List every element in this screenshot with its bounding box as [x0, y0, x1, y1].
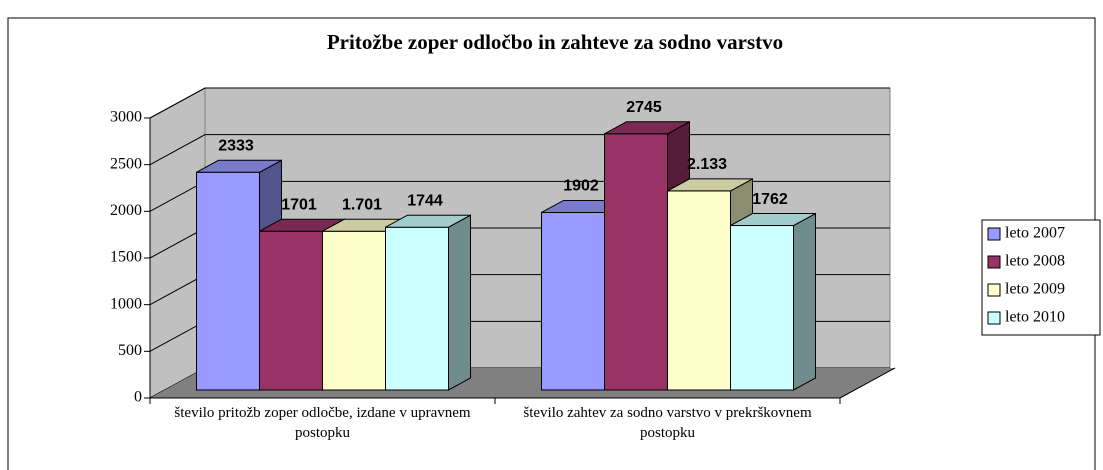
y-tick-label: 1500 [110, 249, 142, 266]
bar-front [730, 225, 794, 391]
legend-label: leto 2008 [1005, 253, 1065, 270]
x-tick-label-box: število pritožb zoper odločbe, izdane v … [174, 405, 471, 441]
bar-side [448, 214, 471, 391]
data-label: 2333 [218, 137, 254, 154]
x-tick-label-box: število zahtev za sodno varstvo v prekrš… [523, 405, 812, 441]
legend-swatch [987, 283, 1001, 297]
bar-top [196, 159, 282, 173]
bar-front [196, 171, 260, 391]
x-axis-depth [839, 367, 896, 399]
y-tick-label: 0 [134, 389, 142, 406]
data-label: 1701 [281, 196, 317, 213]
legend-swatch [987, 255, 1001, 269]
bar-front [385, 226, 449, 391]
x-tick-label: število pritožb zoper odločbe, izdane v … [174, 405, 471, 441]
y-tick-label: 3000 [110, 109, 142, 126]
bar-front [667, 190, 731, 391]
y-tick-label: 2500 [110, 155, 142, 172]
legend-label: leto 2007 [1005, 225, 1065, 242]
x-tick-label: število zahtev za sodno varstvo v prekrš… [523, 405, 812, 441]
data-label: 1902 [563, 178, 599, 195]
bar-top [604, 121, 690, 135]
bar-top [730, 213, 816, 227]
legend-label: leto 2009 [1005, 281, 1065, 298]
bar-front [259, 230, 323, 391]
legend-box [981, 219, 1101, 336]
data-label: 1.701 [342, 196, 382, 213]
legend-swatch [987, 311, 1001, 325]
data-label: 1744 [407, 192, 443, 209]
y-tick-label: 2000 [110, 202, 142, 219]
bar-top [385, 214, 471, 228]
y-tick-label: 1000 [110, 295, 142, 312]
data-label: 2745 [626, 99, 662, 116]
bar-side [793, 212, 816, 391]
bar-top [667, 178, 753, 192]
data-label: 1762 [752, 191, 788, 208]
legend-swatch [987, 227, 1001, 241]
chart-title: Pritožbe zoper odločbo in zahteve za sod… [327, 30, 783, 54]
bar-front [541, 211, 605, 391]
data-label: 2.133 [687, 156, 727, 173]
y-tick-label: 500 [118, 342, 142, 359]
bar-front [604, 133, 668, 391]
legend-label: leto 2010 [1005, 309, 1065, 326]
bar-front [322, 230, 386, 391]
grid-line [149, 87, 890, 119]
